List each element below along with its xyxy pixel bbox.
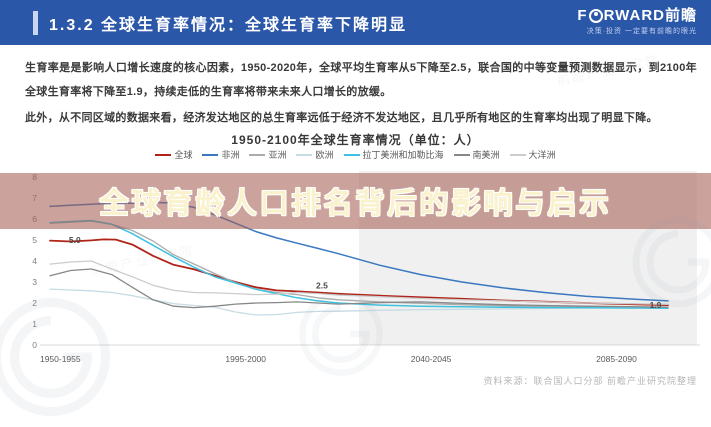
legend-item: 全球 xyxy=(155,148,192,161)
svg-text:2040-2045: 2040-2045 xyxy=(411,354,452,364)
legend-item: 南美洲 xyxy=(453,148,500,161)
logo-tagline: 决策·投资 一定要有前瞻的眼光 xyxy=(586,28,697,35)
svg-text:2: 2 xyxy=(32,298,37,308)
header-accent-bar xyxy=(33,10,38,35)
paragraph-fertility-trend: 生育率是是影响人口增长速度的核心因素，1950-2020年，全球平均生育率从5下… xyxy=(25,62,697,98)
legend-label: 拉丁美洲和加勒比海 xyxy=(362,150,444,160)
legend-label: 南美洲 xyxy=(472,150,500,160)
logo-text-f: F xyxy=(577,7,588,24)
svg-text:1.9: 1.9 xyxy=(650,300,662,310)
legend-item: 拉丁美洲和加勒比海 xyxy=(343,148,444,161)
legend-item: 大洋洲 xyxy=(509,148,556,161)
legend-line-swatch xyxy=(249,153,266,156)
svg-text:5.0: 5.0 xyxy=(69,235,81,245)
legend-line-swatch xyxy=(155,153,172,156)
chart-title: 1950-2100年全球生育率情况（单位：人） xyxy=(231,133,480,147)
svg-text:2.5: 2.5 xyxy=(316,281,328,291)
legend-line-swatch xyxy=(343,153,360,156)
svg-text:0: 0 xyxy=(32,340,37,350)
legend-label: 亚洲 xyxy=(268,150,287,160)
headline-banner: 全球育龄人口排名背后的影响与启示 xyxy=(0,173,711,229)
logo-text-rward: RWARD xyxy=(603,7,665,24)
legend-item: 亚洲 xyxy=(249,148,286,161)
legend-line-swatch xyxy=(509,153,526,156)
page-title: 1.3.2 全球生育率情况：全球生育率下降明显 xyxy=(49,16,408,34)
legend-label: 大洋洲 xyxy=(528,150,556,160)
svg-text:5: 5 xyxy=(32,235,37,245)
legend-label: 全球 xyxy=(174,150,193,160)
svg-text:2085-2090: 2085-2090 xyxy=(596,354,637,364)
legend-line-swatch xyxy=(202,153,219,156)
forward-logo-wordmark: F RWARD 前瞻 xyxy=(577,8,697,23)
svg-text:3: 3 xyxy=(32,277,37,287)
legend-label: 欧洲 xyxy=(315,150,334,160)
legend-line-swatch xyxy=(453,153,470,156)
legend-item: 欧洲 xyxy=(296,148,334,161)
svg-text:4: 4 xyxy=(32,256,37,266)
svg-text:1: 1 xyxy=(32,319,37,329)
legend-label: 非洲 xyxy=(221,150,240,160)
logo-text-cn: 前瞻 xyxy=(664,7,697,24)
forward-logo: F RWARD 前瞻 决策·投资 一定要有前瞻的眼光 xyxy=(577,8,697,36)
paragraph-regional-comparison: 此外，从不同区域的数据来看，经济发达地区的总生育率远低于经济不发达地区，且几乎所… xyxy=(25,112,658,124)
svg-text:1950-1955: 1950-1955 xyxy=(40,354,81,364)
source-note: 资料来源：联合国人口分部 前瞻产业研究院整理 xyxy=(483,376,697,386)
svg-text:1995-2000: 1995-2000 xyxy=(225,354,266,364)
logo-eye-icon xyxy=(588,8,603,23)
chart-legend: 全球 非洲 亚洲 欧洲 拉丁美洲和加勒比海 南美洲 大洋洲 xyxy=(0,148,711,161)
header-bar: 1.3.2 全球生育率情况：全球生育率下降明显 F RWARD 前瞻 决策·投资 一… xyxy=(0,0,711,45)
headline-banner-text: 全球育龄人口排名背后的影响与启示 xyxy=(99,188,612,220)
legend-item: 非洲 xyxy=(202,148,239,161)
legend-line-swatch xyxy=(296,153,313,156)
